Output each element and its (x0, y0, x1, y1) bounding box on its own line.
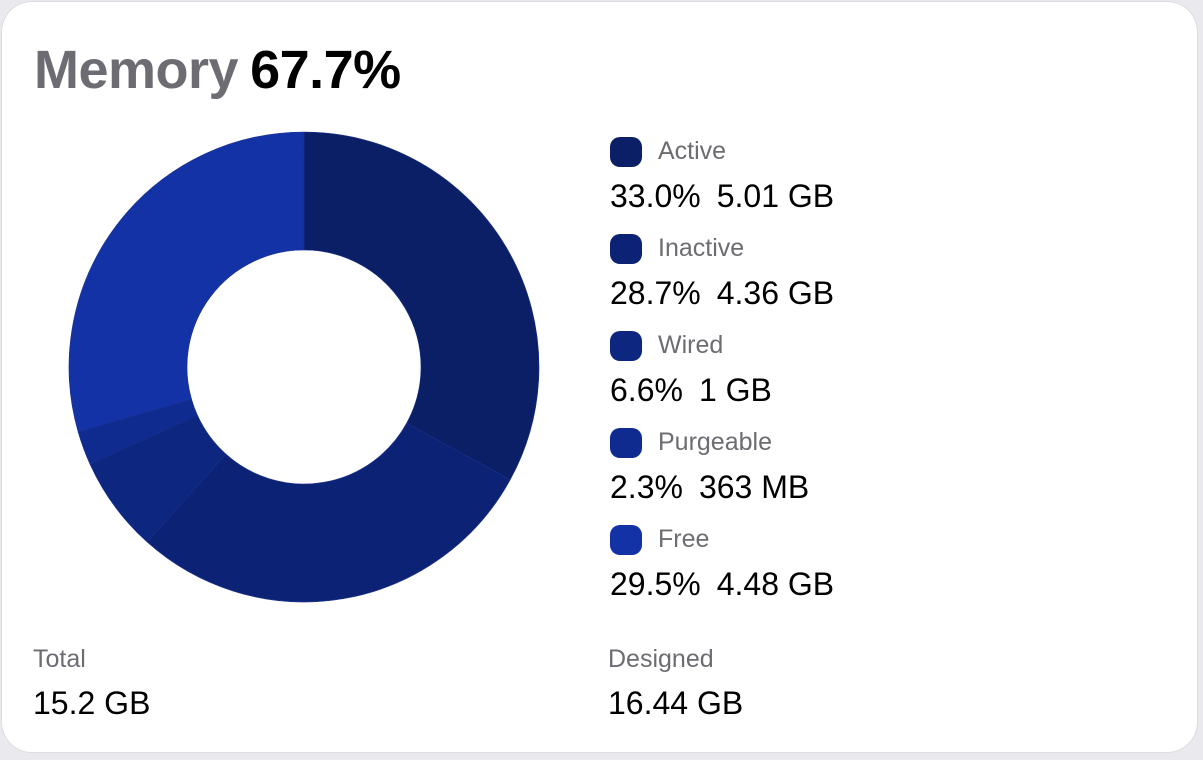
total-value: 15.2 GB (33, 685, 151, 721)
legend-values: 33.0% 5.01 GB (610, 177, 834, 215)
legend-label: Inactive (658, 234, 745, 262)
legend-size: 4.48 GB (716, 566, 835, 602)
legend-values: 28.7% 4.36 GB (610, 274, 834, 312)
memory-title: Memory 67.7% (34, 38, 401, 102)
donut-slice-free (68, 131, 305, 433)
designed-value: 16.44 GB (608, 685, 744, 721)
legend-percent: 28.7% (610, 275, 701, 311)
title-label: Memory (34, 40, 239, 100)
legend-values: 2.3% 363 MB (610, 468, 809, 506)
legend-size: 4.36 GB (716, 275, 835, 311)
legend-label: Free (658, 525, 710, 553)
legend-swatch (610, 331, 642, 361)
legend-swatch (610, 428, 642, 458)
legend-swatch (610, 234, 642, 264)
memory-usage-percent: 67.7% (250, 40, 401, 100)
legend-size: 363 MB (698, 469, 810, 505)
legend-size: 5.01 GB (716, 178, 835, 214)
donut-slice-inactive (146, 422, 511, 603)
legend-label: Wired (658, 331, 724, 359)
legend-values: 6.6% 1 GB (610, 371, 772, 409)
total-label: Total (33, 645, 86, 673)
legend-swatch (610, 137, 642, 167)
donut-slice-active (303, 131, 540, 481)
legend-percent: 6.6% (610, 372, 683, 408)
legend-label: Purgeable (658, 428, 772, 456)
legend-percent: 33.0% (610, 178, 701, 214)
designed-label: Designed (608, 645, 714, 673)
legend-label: Active (658, 137, 727, 165)
legend-size: 1 GB (698, 372, 772, 408)
legend-values: 29.5% 4.48 GB (610, 565, 834, 603)
legend-percent: 29.5% (610, 566, 701, 602)
legend-swatch (610, 525, 642, 555)
legend-percent: 2.3% (610, 469, 683, 505)
memory-donut-chart (68, 131, 540, 603)
